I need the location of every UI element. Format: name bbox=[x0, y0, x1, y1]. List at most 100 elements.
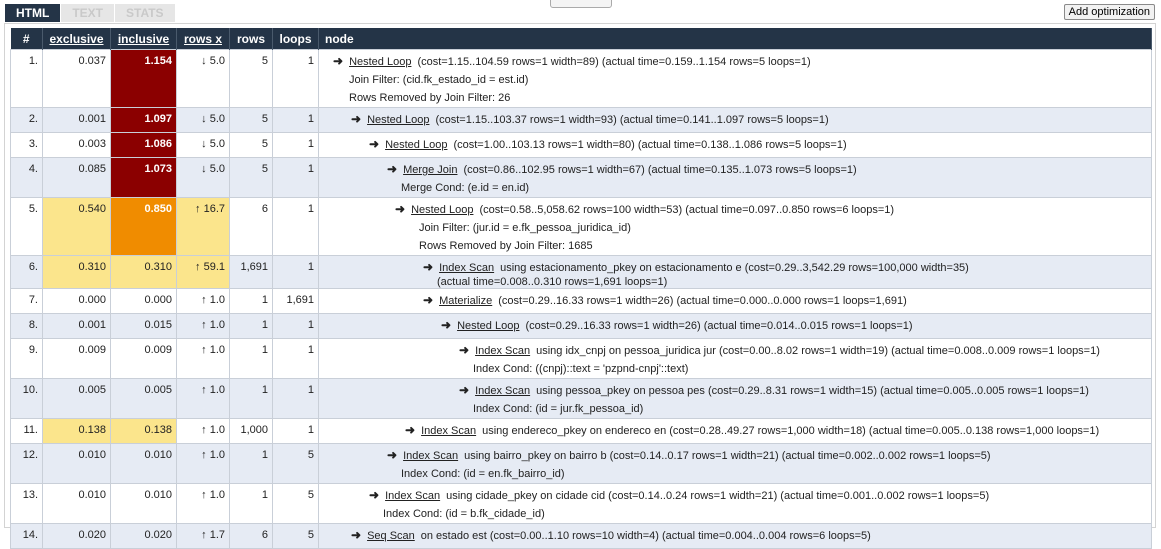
inclusive-time: 1.086 bbox=[110, 132, 177, 158]
rows-estimate-factor: ↑ 1.7 bbox=[176, 523, 230, 549]
inclusive-time: 0.020 bbox=[110, 523, 177, 549]
exclusive-time: 0.037 bbox=[42, 49, 111, 108]
rows-value: 1,691 bbox=[229, 255, 273, 289]
inclusive-time: 1.073 bbox=[110, 157, 177, 198]
table-row[interactable]: 5. 0.540 0.850 ↑ 16.7 6 1 ➜ Nested Loop (cost=0.… bbox=[10, 197, 1152, 256]
exclusive-time: 0.003 bbox=[42, 132, 111, 158]
table-row[interactable]: 14. 0.020 0.020 ↑ 1.7 6 5 ➜ Seq Scan on estado e… bbox=[10, 523, 1152, 549]
row-number: 4. bbox=[10, 157, 43, 198]
node-operation-link[interactable]: Nested Loop bbox=[349, 56, 412, 68]
node-condition: Index Cond: (id = jur.fk_pessoa_id) bbox=[473, 403, 644, 415]
table-row[interactable]: 11. 0.138 0.138 ↑ 1.0 1,000 1 ➜ Index Scan using… bbox=[10, 418, 1152, 444]
arrow-right-icon: ➜ bbox=[423, 260, 434, 274]
header-exclusive[interactable]: exclusive bbox=[42, 28, 111, 50]
table-row[interactable]: 7. 0.000 0.000 ↑ 1.0 1 1,691 ➜ Materialize (cost… bbox=[10, 288, 1152, 314]
table-row[interactable]: 4. 0.085 1.073 ↓ 5.0 5 1 ➜ Merge Join (cost=0.86… bbox=[10, 157, 1152, 198]
arrow-right-icon: ➜ bbox=[351, 528, 362, 542]
node-line: ➜ Merge Join (cost=0.86..102.95 rows=1 wid… bbox=[323, 160, 1147, 179]
node-operation-link[interactable]: Nested Loop bbox=[385, 139, 448, 151]
arrow-right-icon: ➜ bbox=[441, 318, 452, 332]
table-row[interactable]: 13. 0.010 0.010 ↑ 1.0 1 5 ➜ Index Scan using cid… bbox=[10, 483, 1152, 524]
table-row[interactable]: 3. 0.003 1.086 ↓ 5.0 5 1 ➜ Nested Loop (cost=1.0… bbox=[10, 132, 1152, 158]
explain-plan-table: # exclusive inclusive rows x rows loops … bbox=[10, 28, 1152, 549]
exclusive-time: 0.010 bbox=[42, 443, 111, 484]
node-operation-link[interactable]: Nested Loop bbox=[411, 204, 474, 216]
loops-value: 5 bbox=[272, 443, 319, 484]
table-row[interactable]: 1. 0.037 1.154 ↓ 5.0 5 1 ➜ Nested Loop (cost=1.1… bbox=[10, 49, 1152, 108]
node-operation-link[interactable]: Merge Join bbox=[403, 164, 458, 176]
rows-value: 1 bbox=[229, 338, 273, 379]
exclusive-time: 0.020 bbox=[42, 523, 111, 549]
node-operation-link[interactable]: Index Scan bbox=[403, 450, 459, 462]
rows-estimate-factor: ↓ 5.0 bbox=[176, 49, 230, 108]
inclusive-time: 0.000 bbox=[110, 288, 177, 314]
node-condition: Index Cond: ((cnpj)::text = 'pzpnd-cnpj'… bbox=[473, 363, 689, 375]
node-details: (cost=1.00..103.13 rows=1 width=80) (act… bbox=[453, 139, 847, 151]
loops-value: 1 bbox=[272, 255, 319, 289]
loops-value: 1 bbox=[272, 132, 319, 158]
exclusive-time: 0.540 bbox=[42, 197, 111, 256]
inclusive-time: 0.138 bbox=[110, 418, 177, 444]
table-row[interactable]: 10. 0.005 0.005 ↑ 1.0 1 1 ➜ Index Scan using pes… bbox=[10, 378, 1152, 419]
node-operation-link[interactable]: Index Scan bbox=[475, 345, 531, 357]
rows-value: 6 bbox=[229, 197, 273, 256]
table-row[interactable]: 6. 0.310 0.310 ↑ 59.1 1,691 1 ➜ Index Scan using… bbox=[10, 255, 1152, 289]
rows-value: 5 bbox=[229, 157, 273, 198]
node-line: ➜ Nested Loop (cost=1.00..103.13 rows=1 wi… bbox=[323, 135, 1147, 154]
inclusive-time: 0.010 bbox=[110, 483, 177, 524]
node-details: (cost=0.29..16.33 rows=1 width=26) (actu… bbox=[525, 320, 913, 332]
inclusive-time: 0.010 bbox=[110, 443, 177, 484]
node-details: (cost=1.15..104.59 rows=1 width=89) (act… bbox=[417, 56, 811, 68]
node-condition: Join Filter: (cid.fk_estado_id = est.id) bbox=[349, 74, 529, 86]
add-optimization-button[interactable]: Add optimization bbox=[1063, 4, 1155, 20]
header-rows-x[interactable]: rows x bbox=[176, 28, 230, 50]
rows-estimate-factor: ↑ 1.0 bbox=[176, 443, 230, 484]
rows-value: 6 bbox=[229, 523, 273, 549]
arrow-right-icon: ➜ bbox=[387, 162, 398, 176]
node-operation-link[interactable]: Nested Loop bbox=[367, 114, 430, 126]
node-condition: Rows Removed by Join Filter: 1685 bbox=[419, 240, 593, 252]
node-operation-link[interactable]: Nested Loop bbox=[457, 320, 520, 332]
row-number: 10. bbox=[10, 378, 43, 419]
node-operation-link[interactable]: Materialize bbox=[439, 295, 493, 307]
node-operation-link[interactable]: Seq Scan bbox=[367, 530, 415, 542]
rows-value: 5 bbox=[229, 132, 273, 158]
arrow-right-icon: ➜ bbox=[459, 383, 470, 397]
exclusive-time: 0.001 bbox=[42, 313, 111, 339]
arrow-right-icon: ➜ bbox=[351, 112, 362, 126]
table-row[interactable]: 9. 0.009 0.009 ↑ 1.0 1 1 ➜ Index Scan using idx_… bbox=[10, 338, 1152, 379]
table-row[interactable]: 8. 0.001 0.015 ↑ 1.0 1 1 ➜ Nested Loop (cost=0.2… bbox=[10, 313, 1152, 339]
node-operation-link[interactable]: Index Scan bbox=[385, 490, 441, 502]
node-line: ➜ Index Scan using estacionamento_pkey on … bbox=[323, 258, 1147, 277]
loops-value: 1 bbox=[272, 157, 319, 198]
node-operation-link[interactable]: Index Scan bbox=[421, 425, 477, 437]
inclusive-time: 0.310 bbox=[110, 255, 177, 289]
node-cell: ➜ Seq Scan on estado est (cost=0.00..1.10 … bbox=[318, 523, 1152, 549]
node-cell: ➜ Index Scan using endereco_pkey on endere… bbox=[318, 418, 1152, 444]
table-row[interactable]: 12. 0.010 0.010 ↑ 1.0 1 5 ➜ Index Scan using bai… bbox=[10, 443, 1152, 484]
arrow-right-icon: ➜ bbox=[423, 293, 434, 307]
rows-estimate-factor: ↑ 1.0 bbox=[176, 338, 230, 379]
tab-stats[interactable]: STATS bbox=[115, 4, 175, 22]
header-inclusive[interactable]: inclusive bbox=[110, 28, 177, 50]
node-line: ➜ Index Scan using idx_cnpj on pessoa_juri… bbox=[323, 341, 1147, 360]
node-line: ➜ Index Scan using endereco_pkey on endere… bbox=[323, 421, 1147, 440]
node-cell: ➜ Index Scan using estacionamento_pkey on … bbox=[318, 255, 1152, 289]
tab-html[interactable]: HTML bbox=[5, 4, 61, 22]
node-operation-link[interactable]: Index Scan bbox=[439, 262, 495, 274]
inclusive-time: 0.850 bbox=[110, 197, 177, 256]
node-operation-link[interactable]: Index Scan bbox=[475, 385, 531, 397]
rows-estimate-factor: ↑ 1.0 bbox=[176, 313, 230, 339]
loops-value: 1 bbox=[272, 338, 319, 379]
node-details: using bairro_pkey on bairro b (cost=0.14… bbox=[464, 450, 991, 462]
rows-estimate-factor: ↑ 1.0 bbox=[176, 288, 230, 314]
node-details: using endereco_pkey on endereco en (cost… bbox=[482, 425, 1100, 437]
rows-value: 1 bbox=[229, 443, 273, 484]
exclusive-time: 0.010 bbox=[42, 483, 111, 524]
table-row[interactable]: 2. 0.001 1.097 ↓ 5.0 5 1 ➜ Nested Loop (cost=1.1… bbox=[10, 107, 1152, 133]
rows-value: 1,000 bbox=[229, 418, 273, 444]
inclusive-time: 0.015 bbox=[110, 313, 177, 339]
top-center-button[interactable] bbox=[550, 0, 612, 8]
tab-text[interactable]: TEXT bbox=[61, 4, 114, 22]
arrow-right-icon: ➜ bbox=[395, 202, 406, 216]
